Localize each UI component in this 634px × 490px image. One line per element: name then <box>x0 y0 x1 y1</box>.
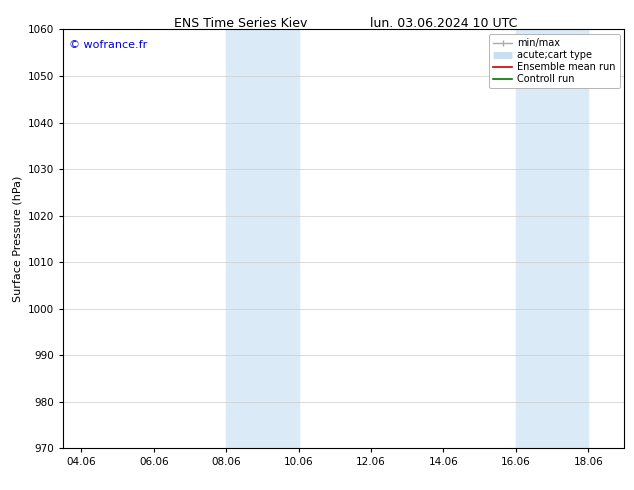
Bar <box>226 29 299 448</box>
Text: ENS Time Series Kiev: ENS Time Series Kiev <box>174 17 307 30</box>
Y-axis label: Surface Pressure (hPa): Surface Pressure (hPa) <box>13 176 23 302</box>
Text: © wofrance.fr: © wofrance.fr <box>69 40 147 50</box>
Text: lun. 03.06.2024 10 UTC: lun. 03.06.2024 10 UTC <box>370 17 517 30</box>
Bar <box>516 29 588 448</box>
Legend: min/max, acute;cart type, Ensemble mean run, Controll run: min/max, acute;cart type, Ensemble mean … <box>489 34 619 88</box>
